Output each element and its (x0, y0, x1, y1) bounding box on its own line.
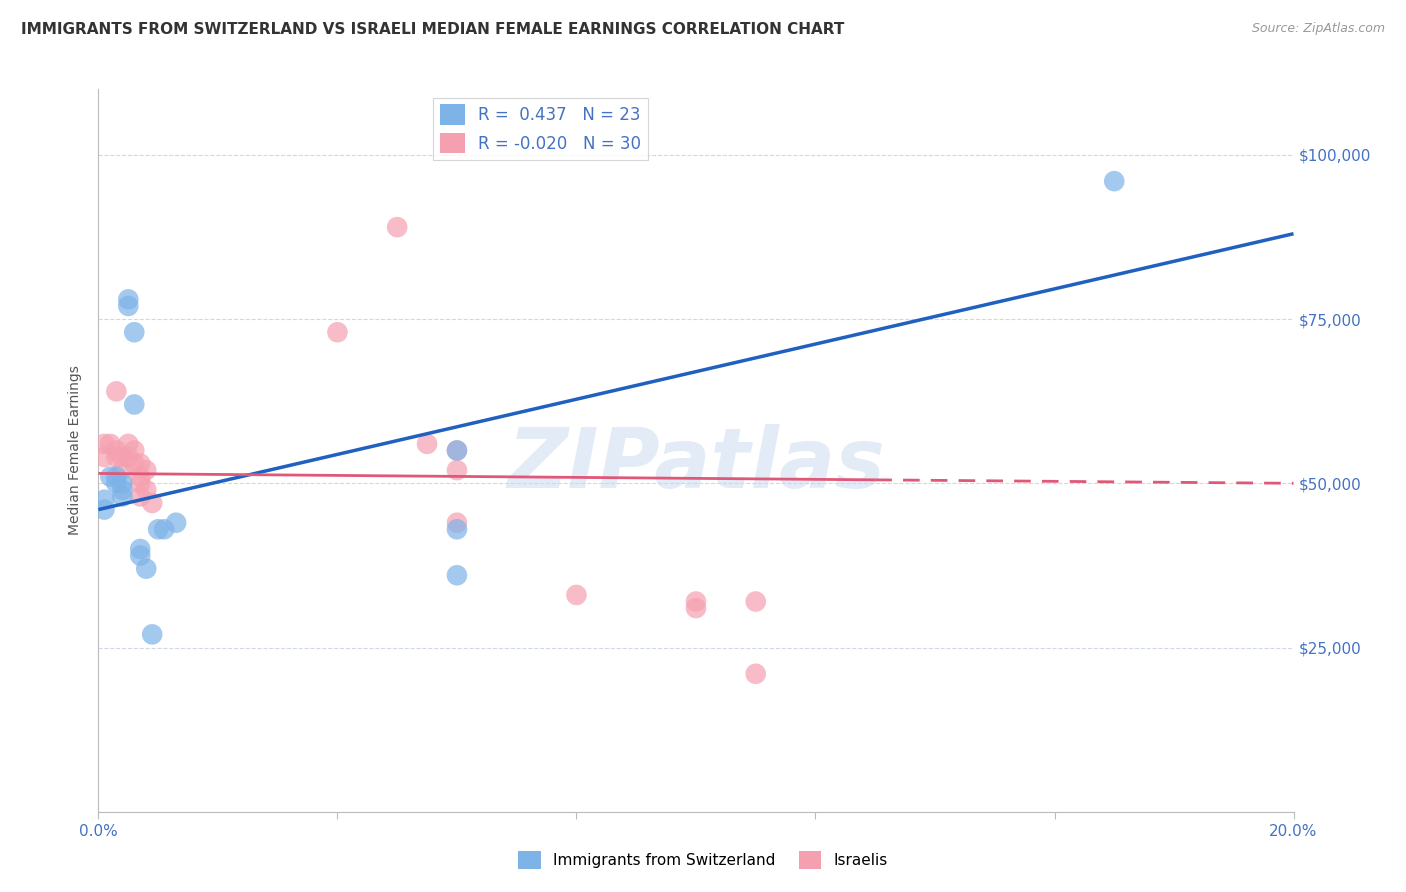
Point (93, 450, 115, 464)
Point (135, 463, 157, 477)
Point (141, 627, 163, 641)
Point (93, 437, 115, 451)
Y-axis label: Median Female Earnings: Median Female Earnings (69, 366, 83, 535)
Point (105, 476, 128, 491)
Point (565, 588, 588, 602)
Point (111, 450, 134, 464)
Point (129, 490, 152, 504)
Point (446, 522, 468, 536)
Point (135, 483, 157, 497)
Point (124, 457, 146, 471)
Point (129, 476, 152, 491)
Legend: R =  0.437   N = 23, R = -0.020   N = 30: R = 0.437 N = 23, R = -0.020 N = 30 (433, 97, 648, 160)
Point (117, 437, 139, 451)
Point (745, 594, 768, 608)
Point (129, 541, 152, 556)
Point (135, 562, 157, 576)
Point (111, 490, 134, 504)
Point (685, 601, 707, 615)
Point (685, 594, 707, 608)
Point (117, 299, 139, 313)
Point (124, 397, 146, 411)
Text: IMMIGRANTS FROM SWITZERLAND VS ISRAELI MEDIAN FEMALE EARNINGS CORRELATION CHART: IMMIGRANTS FROM SWITZERLAND VS ISRAELI M… (21, 22, 845, 37)
Point (141, 496, 163, 510)
Point (326, 325, 349, 339)
Point (111, 476, 134, 491)
Text: ZIPatlas: ZIPatlas (508, 425, 884, 506)
Point (745, 666, 768, 681)
Point (385, 220, 409, 235)
Point (93, 492, 115, 507)
Point (93, 502, 115, 516)
Point (98, 469, 122, 483)
Point (129, 457, 152, 471)
Point (446, 568, 468, 582)
Point (117, 450, 139, 464)
Point (129, 549, 152, 563)
Point (111, 483, 134, 497)
Point (446, 516, 468, 530)
Point (129, 469, 152, 483)
Point (165, 516, 187, 530)
Point (105, 384, 128, 399)
Point (148, 522, 170, 536)
Point (105, 450, 128, 464)
Point (153, 522, 176, 536)
Point (105, 443, 128, 458)
Point (446, 443, 468, 458)
Point (446, 443, 468, 458)
Point (416, 437, 439, 451)
Point (124, 443, 146, 458)
Point (124, 325, 146, 339)
Point (1104, 174, 1126, 188)
Point (105, 469, 128, 483)
Point (117, 293, 139, 307)
Legend: Immigrants from Switzerland, Israelis: Immigrants from Switzerland, Israelis (512, 845, 894, 875)
Point (98, 437, 122, 451)
Point (111, 463, 134, 477)
Point (446, 463, 468, 477)
Text: Source: ZipAtlas.com: Source: ZipAtlas.com (1251, 22, 1385, 36)
